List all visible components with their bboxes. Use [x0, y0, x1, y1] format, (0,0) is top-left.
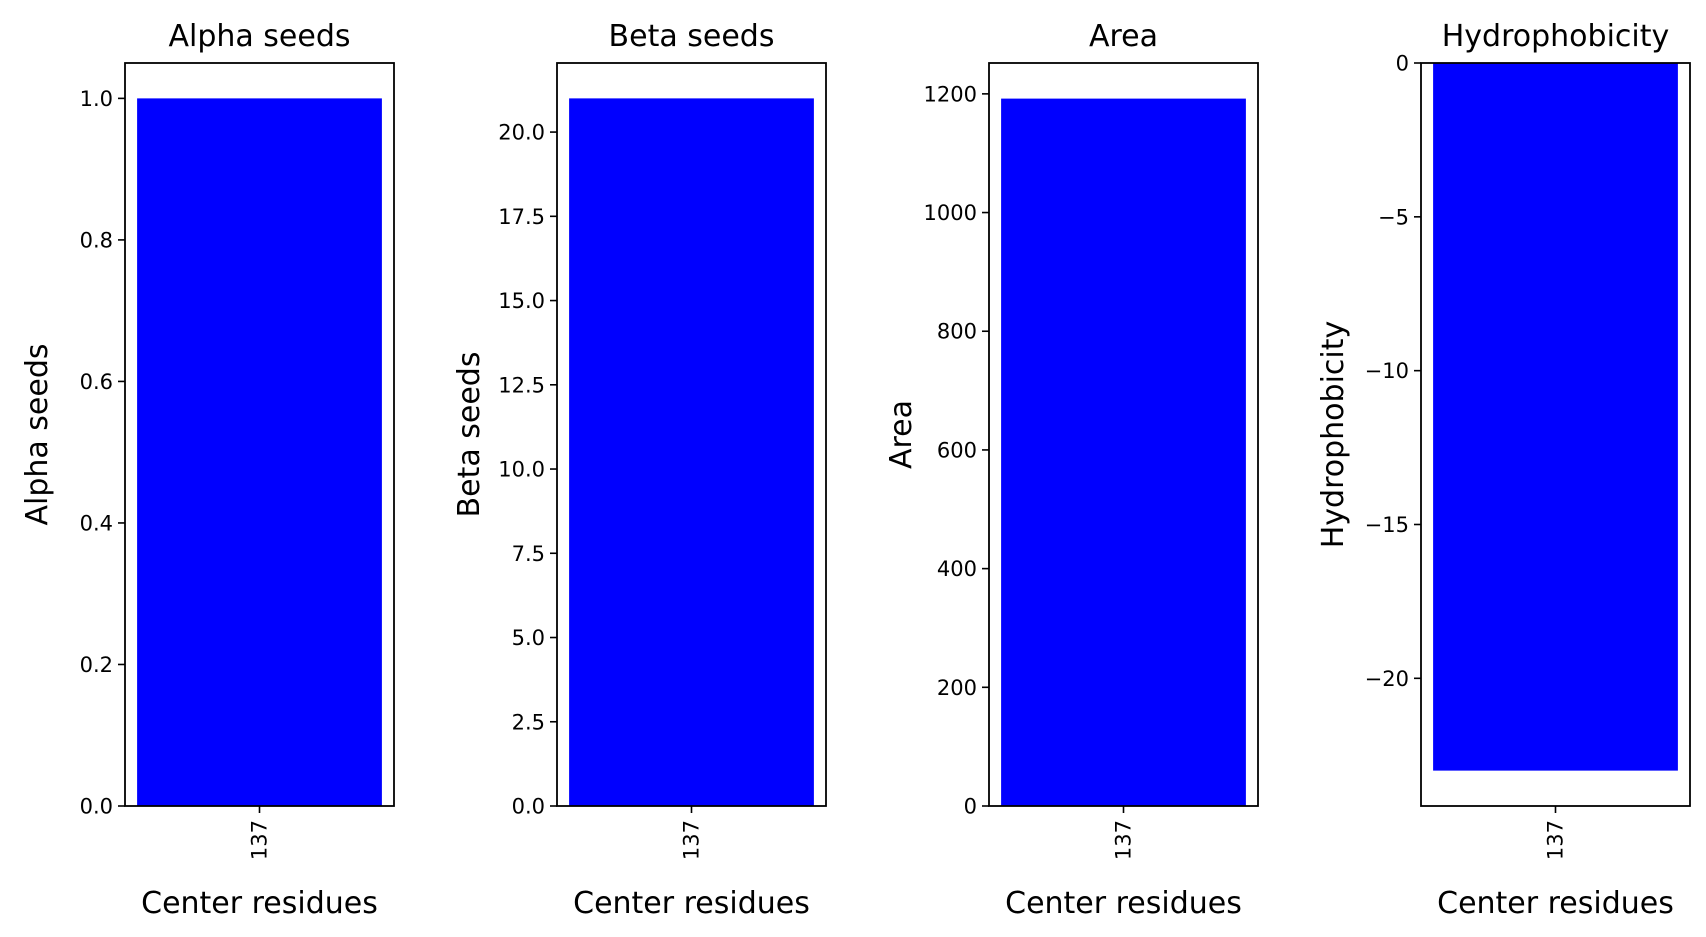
axes-frame: [1420, 62, 1691, 807]
y-tick-label: 0: [1396, 52, 1409, 76]
y-tick-label: 200: [937, 676, 977, 700]
y-axis-label: Beta seeds: [452, 352, 487, 518]
y-tick-label: 400: [937, 557, 977, 581]
y-tick-label: 0.0: [80, 795, 113, 819]
panel-title: Alpha seeds: [168, 19, 350, 54]
y-tick-label: 0.0: [512, 795, 545, 819]
y-tick-label: 12.5: [498, 373, 545, 397]
y-tick-label: 7.5: [512, 542, 545, 566]
y-tick-label: 800: [937, 320, 977, 344]
bar-137: [1001, 98, 1246, 806]
panel-title: Area: [1089, 19, 1158, 54]
chart-panel-2: 137 0.0 2.5 5.0 7.5 10.0 12.5 15.0 17.5 20.0 Beta …: [452, 19, 827, 921]
x-tick-label: 137: [680, 820, 704, 860]
x-tick-label: 137: [248, 820, 272, 860]
panel-title: Hydrophobicity: [1442, 19, 1670, 54]
x-tick-label: 137: [1544, 820, 1568, 860]
y-tick-label: −15: [1365, 513, 1409, 537]
y-tick-label: −5: [1378, 205, 1409, 229]
y-tick-label: 0.4: [80, 511, 113, 535]
y-tick-label: 20.0: [498, 121, 545, 145]
panel-title: Beta seeds: [609, 19, 775, 54]
x-tick-label: 137: [1112, 820, 1136, 860]
y-axis-label: Area: [884, 400, 919, 469]
axes-frame: [988, 62, 1259, 807]
x-axis-label: Center residues: [1437, 886, 1674, 921]
bar-137: [569, 98, 814, 806]
y-tick-label: 0.2: [80, 653, 113, 677]
y-tick-label: 15.0: [498, 289, 545, 313]
y-tick-label: 5.0: [512, 626, 545, 650]
x-axis-label: Center residues: [573, 886, 810, 921]
y-tick-label: 0.8: [80, 228, 113, 252]
chart-panel-4: 137 0 −5 −10 −15 −20 Hydrophobicity Center resi…: [1316, 19, 1691, 921]
axes-frame: [124, 62, 395, 807]
x-axis-label: Center residues: [141, 886, 378, 921]
y-tick-label: 600: [937, 438, 977, 462]
y-axis-label: Hydrophobicity: [1316, 321, 1351, 549]
y-tick-label: 2.5: [512, 710, 545, 734]
y-tick-label: 1000: [924, 201, 977, 225]
bar-137: [137, 98, 382, 806]
y-axis-label: Alpha seeds: [20, 343, 55, 525]
y-tick-label: 0: [964, 795, 977, 819]
axes-frame: [556, 62, 827, 807]
y-tick-label: −20: [1365, 667, 1409, 691]
y-tick-label: 1.0: [80, 87, 113, 111]
chart-panel-3: 137 0 200 400 600 800 1000 1200 Area Center resid…: [884, 19, 1259, 921]
bar-137: [1433, 63, 1678, 771]
x-axis-label: Center residues: [1005, 886, 1242, 921]
y-tick-label: 0.6: [80, 370, 113, 394]
chart-panel-1: 137 0.0 0.2 0.4 0.6 0.8 1.0 Alpha seeds Center r…: [20, 19, 395, 921]
y-tick-label: 17.5: [498, 205, 545, 229]
y-tick-label: −10: [1365, 359, 1409, 383]
y-tick-label: 10.0: [498, 458, 545, 482]
y-tick-label: 1200: [924, 82, 977, 106]
